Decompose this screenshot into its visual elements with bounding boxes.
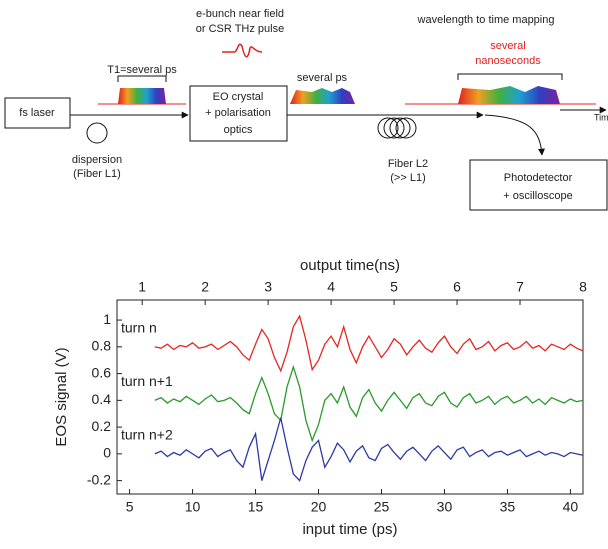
bracket	[457, 73, 563, 80]
bracket	[117, 75, 167, 82]
y-tick-label: 0.8	[92, 338, 112, 354]
label: optics	[224, 124, 253, 136]
stretched-pulse	[458, 86, 560, 104]
series-line	[154, 364, 584, 443]
y-tick-label: 0.2	[92, 418, 112, 434]
series-label: turn n+1	[121, 373, 173, 389]
label: nanoseconds	[475, 55, 541, 67]
y-tick-label: 0.6	[92, 364, 112, 380]
laser-box	[4, 97, 71, 129]
x2-tick-label: 5	[390, 279, 398, 295]
x-tick-label: 20	[311, 499, 327, 515]
label: T1=several ps	[107, 64, 177, 76]
x2-tick-label: 1	[138, 279, 146, 295]
label: (>> L1)	[390, 172, 425, 184]
series-label: turn n+2	[121, 427, 173, 443]
series-label: turn n	[121, 320, 157, 336]
x-tick-label: 10	[185, 499, 201, 515]
label: Photodetector	[504, 172, 573, 184]
series-line	[154, 417, 584, 482]
x2-tick-label: 7	[516, 279, 524, 295]
fiber-l2	[377, 117, 417, 139]
label: e-bunch near field	[196, 8, 284, 20]
crystal-box	[189, 85, 288, 142]
fiber-l1	[86, 122, 108, 144]
x-tick-label: 30	[437, 499, 453, 515]
label: wavelength to time mapping	[417, 14, 555, 26]
y-tick-label: -0.2	[87, 471, 111, 487]
x-axis-label: input time (ps)	[302, 521, 397, 538]
x2-tick-label: 4	[327, 279, 335, 295]
thz-pulse	[222, 43, 263, 58]
x2-tick-label: 2	[201, 279, 209, 295]
label: several ps	[297, 72, 348, 84]
x2-axis-label: output time(ns)	[300, 257, 400, 274]
label: several	[490, 40, 525, 52]
label: fs laser	[19, 107, 55, 119]
y-axis-label: EOS signal (V)	[53, 347, 70, 446]
modulated-pulse	[290, 88, 355, 104]
label: dispersion	[72, 154, 122, 166]
series-line	[154, 314, 584, 373]
x-tick-label: 35	[500, 499, 516, 515]
x-tick-label: 40	[563, 499, 579, 515]
label: + polarisation	[205, 107, 271, 119]
label: Time	[594, 112, 608, 122]
y-tick-label: 0.4	[92, 391, 112, 407]
detector-box	[469, 159, 608, 211]
label: + oscilloscope	[503, 190, 572, 202]
x2-tick-label: 6	[453, 279, 461, 295]
x2-tick-label: 3	[264, 279, 272, 295]
x-tick-label: 5	[126, 499, 134, 515]
y-tick-label: 0	[103, 445, 111, 461]
setup-diagram	[4, 43, 608, 211]
x-tick-label: 15	[248, 499, 264, 515]
label: EO crystal	[213, 91, 264, 103]
beam	[484, 114, 545, 156]
y-tick-label: 1	[103, 311, 111, 327]
label: Fiber L2	[388, 158, 428, 170]
chirped-pulse	[118, 88, 166, 104]
x-tick-label: 25	[374, 499, 390, 515]
label: (Fiber L1)	[73, 168, 121, 180]
label: or CSR THz pulse	[196, 23, 284, 35]
plot-frame	[116, 299, 584, 495]
x2-tick-label: 8	[579, 279, 587, 295]
